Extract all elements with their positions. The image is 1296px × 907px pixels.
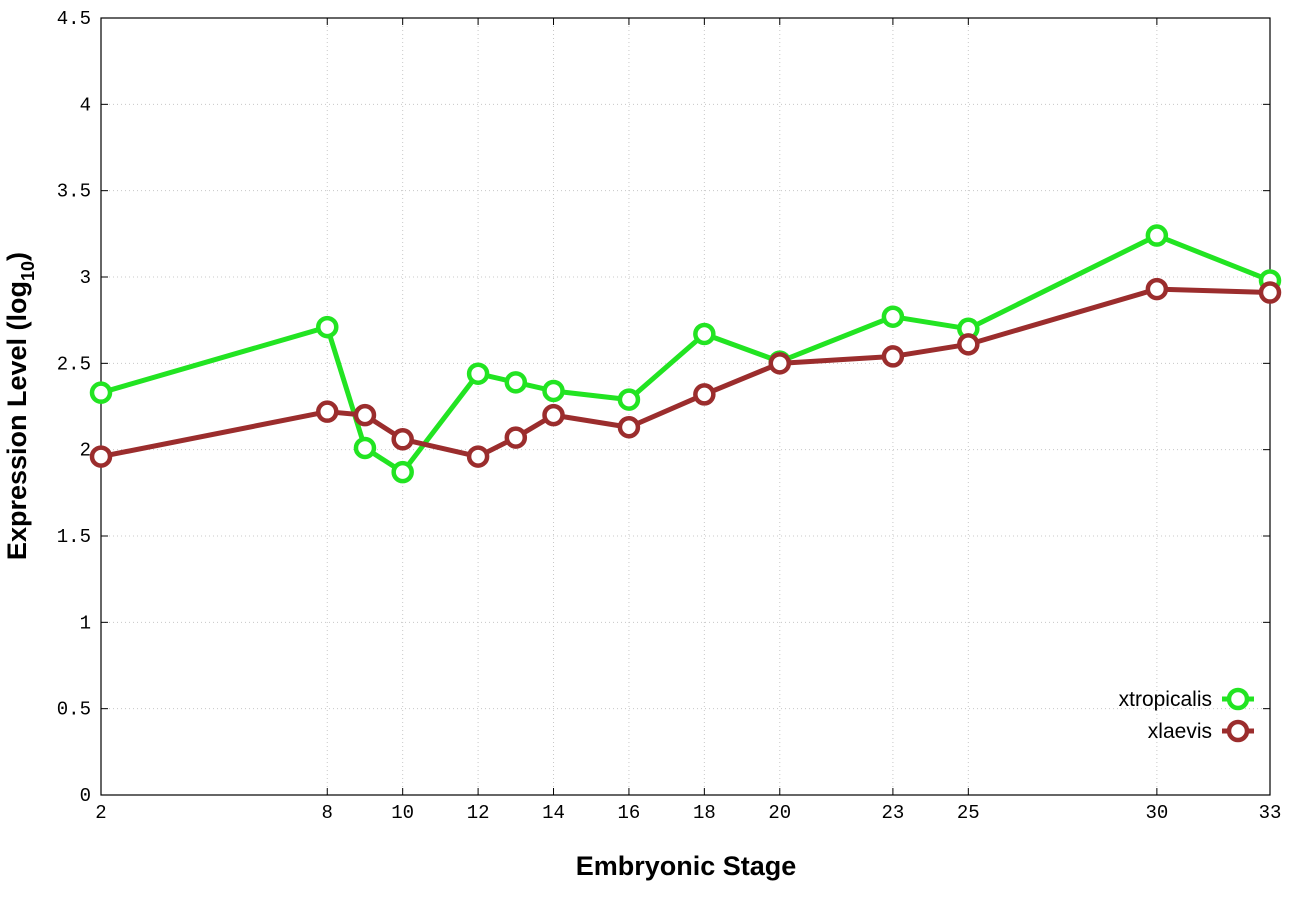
data-point-xtropicalis bbox=[353, 436, 377, 460]
y-tick-labels: 0 0.5 1 1.5 2 2.5 3 3.5 4 4.5 bbox=[57, 8, 91, 807]
legend-item-xtropicalis: xtropicalis bbox=[1119, 687, 1254, 711]
y-axis-title-main: Expression Level (log bbox=[2, 281, 32, 560]
legend-label: xlaevis bbox=[1148, 720, 1212, 743]
data-point-xtropicalis bbox=[391, 460, 414, 484]
y-tick-label: 1.5 bbox=[57, 526, 91, 548]
y-tick-label: 3.5 bbox=[57, 181, 91, 203]
data-point-xlaevis bbox=[353, 403, 377, 427]
y-tick-label: 2 bbox=[80, 440, 91, 462]
data-point-xtropicalis bbox=[316, 315, 339, 339]
x-tick-label: 10 bbox=[391, 802, 414, 824]
data-point-xlaevis bbox=[504, 426, 528, 449]
x-tick-label: 20 bbox=[768, 802, 791, 824]
data-point-xlaevis bbox=[693, 383, 716, 406]
y-tick-label: 0 bbox=[80, 785, 91, 807]
data-point-xlaevis bbox=[1258, 281, 1282, 304]
data-point-xtropicalis bbox=[89, 381, 113, 404]
data-point-xlaevis bbox=[542, 403, 565, 427]
data-point-xlaevis bbox=[881, 345, 905, 368]
x-axis-title: Embryonic Stage bbox=[576, 851, 797, 881]
legend: xtropicalis xlaevis bbox=[1119, 687, 1254, 743]
x-tick-label: 30 bbox=[1145, 802, 1168, 824]
data-point-xlaevis bbox=[1145, 277, 1169, 301]
x-tick-label: 14 bbox=[542, 802, 565, 824]
y-axis-title: Expression Level (log10) bbox=[2, 252, 38, 560]
x-tick-label: 18 bbox=[693, 802, 716, 824]
y-axis-title-subscript: 10 bbox=[18, 261, 38, 281]
y-tick-label: 4.5 bbox=[57, 8, 91, 30]
data-point-xlaevis bbox=[768, 352, 792, 375]
data-point-xtropicalis bbox=[466, 362, 490, 385]
data-point-xlaevis bbox=[89, 445, 113, 468]
data-point-xtropicalis bbox=[693, 322, 716, 346]
data-point-xlaevis bbox=[466, 445, 490, 468]
series-xlaevis bbox=[89, 277, 1282, 468]
data-point-xtropicalis bbox=[504, 371, 528, 394]
series-xtropicalis bbox=[89, 224, 1282, 484]
x-tick-label: 25 bbox=[957, 802, 980, 824]
data-point-xtropicalis bbox=[1145, 224, 1169, 247]
series-line-xtropicalis bbox=[100, 233, 1271, 475]
series-line-xlaevis bbox=[100, 286, 1271, 460]
x-tick-label: 16 bbox=[618, 802, 641, 824]
y-tick-label: 0.5 bbox=[57, 699, 91, 721]
x-tick-label: 23 bbox=[881, 802, 904, 824]
data-point-xlaevis bbox=[957, 333, 980, 356]
data-point-xtropicalis bbox=[617, 388, 641, 411]
data-point-xtropicalis bbox=[542, 379, 565, 403]
data-point-xlaevis bbox=[391, 428, 414, 451]
x-tick-label: 2 bbox=[95, 802, 106, 824]
x-tick-label: 33 bbox=[1259, 802, 1282, 824]
legend-label: xtropicalis bbox=[1119, 688, 1212, 711]
data-point-xlaevis bbox=[316, 400, 339, 423]
y-tick-label: 1 bbox=[80, 612, 91, 634]
y-tick-label: 2.5 bbox=[57, 353, 91, 375]
x-tick-label: 12 bbox=[467, 802, 490, 824]
x-tick-label: 8 bbox=[322, 802, 333, 824]
data-point-xtropicalis bbox=[881, 305, 905, 328]
x-tick-labels: 2 8 10 12 14 16 18 20 23 25 30 33 bbox=[95, 802, 1281, 824]
tick-marks bbox=[100, 17, 1271, 796]
legend-marker bbox=[1226, 719, 1250, 743]
y-tick-label: 4 bbox=[80, 94, 91, 116]
y-axis-title-close: ) bbox=[2, 252, 32, 261]
grid bbox=[101, 18, 1270, 795]
data-point-xlaevis bbox=[617, 415, 641, 439]
y-tick-label: 3 bbox=[80, 267, 91, 289]
legend-marker bbox=[1226, 687, 1250, 711]
legend-item-xlaevis: xlaevis bbox=[1148, 719, 1254, 743]
series-layer bbox=[89, 224, 1282, 484]
plot-frame bbox=[100, 17, 1271, 796]
